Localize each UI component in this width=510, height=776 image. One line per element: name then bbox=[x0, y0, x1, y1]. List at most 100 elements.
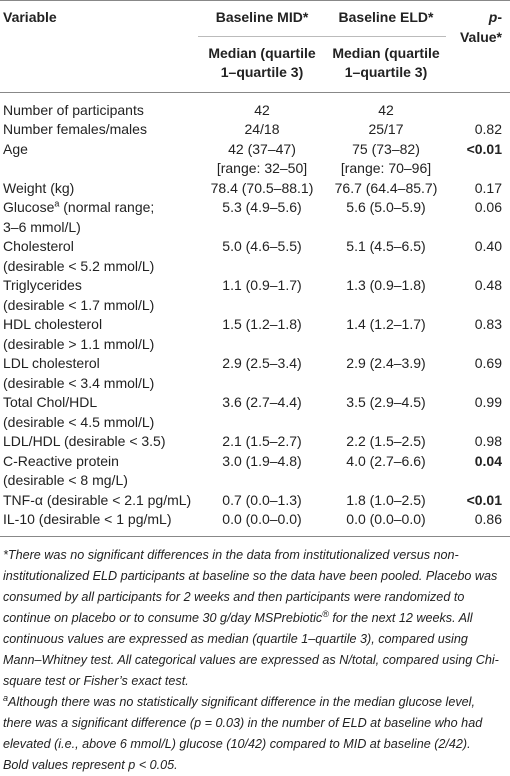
eld-cell: 5.6 (5.0–5.9) bbox=[326, 198, 446, 237]
p-value: 0.06 bbox=[474, 199, 502, 215]
variable-cell: Weight (kg) bbox=[0, 179, 198, 199]
variable-cell: Total Chol/HDL (desirable < 4.5 mmol/L) bbox=[0, 393, 198, 432]
eld-cell: 0.0 (0.0–0.0) bbox=[326, 510, 446, 537]
cell-text: 25/17 bbox=[368, 121, 404, 137]
p-value-cell: 0.82 bbox=[446, 120, 510, 140]
header-cell: Median (quartile 1–quartile 3) bbox=[198, 35, 326, 93]
mid-cell: 3.6 (2.7–4.4) bbox=[198, 393, 326, 432]
cell-text: 2.9 (2.5–3.4) bbox=[222, 355, 302, 371]
note-mark: a bbox=[54, 198, 60, 209]
p-value: 0.82 bbox=[474, 121, 502, 137]
table-body: Number of participants 42 42 Number females… bbox=[0, 92, 510, 537]
cell-text: (desirable < 5.2 mmol/L) bbox=[3, 257, 155, 274]
footnote: Bold values represent p < 0.05. bbox=[3, 757, 178, 772]
eld-cell: 4.0 (2.7–6.6) bbox=[326, 452, 446, 491]
cell-text: LDL cholesterol bbox=[3, 355, 100, 371]
cell-text: 42 bbox=[378, 101, 394, 118]
p-value-cell: 0.69 bbox=[446, 354, 510, 393]
mid-cell: 42 (37–47) [range: 32–50] bbox=[198, 140, 326, 179]
eld-cell: 75 (73–82) [range: 70–96] bbox=[326, 140, 446, 179]
p-value: 0.86 bbox=[474, 511, 502, 527]
cell-text: 78.4 (70.5–88.1) bbox=[210, 179, 314, 196]
variable-cell: Glucosea (normal range; 3–6 mmol/L) bbox=[0, 198, 198, 237]
cell-text: 42 bbox=[254, 101, 270, 118]
cell-text: 2.1 (1.5–2.7) bbox=[222, 433, 302, 449]
cell-text: 0.0 (0.0–0.0) bbox=[222, 511, 302, 527]
footnote-sup: ® bbox=[322, 608, 329, 619]
p-value-cell: 0.48 bbox=[446, 276, 510, 315]
cell-text: (desirable > 1.1 mmol/L) bbox=[3, 335, 155, 352]
cell-text: 75 (73–82) bbox=[352, 140, 420, 157]
cell-text: 5.3 (4.9–5.6) bbox=[222, 199, 302, 215]
table-row: C-Reactive protein (desirable < 8 mg/L) 3.… bbox=[0, 452, 510, 491]
mid-cell: 2.9 (2.5–3.4) bbox=[198, 354, 326, 393]
eld-cell: 2.2 (1.5–2.5) bbox=[326, 432, 446, 452]
cell-text: 1.1 (0.9–1.7) bbox=[222, 277, 302, 293]
cell-text: Total Chol/HDL bbox=[3, 394, 98, 410]
p-value-cell: 0.04 bbox=[446, 452, 510, 491]
cell-text: Age bbox=[3, 140, 28, 157]
p-value-cell: 0.17 bbox=[446, 179, 510, 199]
header-cell: Baseline ELD* bbox=[326, 0, 446, 36]
p-value-cell: 0.98 bbox=[446, 432, 510, 452]
variable-cell: TNF-α (desirable < 2.1 pg/mL) bbox=[0, 491, 198, 511]
p-value: 0.69 bbox=[474, 355, 502, 371]
cell-text: 3–6 mmol/L) bbox=[3, 218, 81, 235]
variable-cell: Cholesterol (desirable < 5.2 mmol/L) bbox=[0, 237, 198, 276]
p-value-cell: 0.86 bbox=[446, 510, 510, 537]
table-row: TNF-α (desirable < 2.1 pg/mL) 0.7 (0.0–1.… bbox=[0, 491, 510, 511]
eld-cell: 2.9 (2.4–3.9) bbox=[326, 354, 446, 393]
cell-text: Weight (kg) bbox=[3, 179, 75, 196]
header-cell bbox=[0, 36, 198, 93]
footnote-text: Although there was no statistically sign… bbox=[3, 694, 483, 751]
cell-text: Triglycerides bbox=[3, 277, 82, 293]
header-text: 1–quartile 3) bbox=[220, 64, 304, 80]
cell-text: 1.5 (1.2–1.8) bbox=[222, 316, 302, 332]
cell-text: 42 (37–47) bbox=[228, 140, 296, 157]
eld-cell: 1.8 (1.0–2.5) bbox=[326, 491, 446, 511]
eld-cell: 25/17 bbox=[326, 120, 446, 140]
p-value-cell: 0.06 bbox=[446, 198, 510, 237]
variable-cell: C-Reactive protein (desirable < 8 mg/L) bbox=[0, 452, 198, 491]
cell-text: (desirable < 4.5 mmol/L) bbox=[3, 413, 155, 430]
mid-cell: 24/18 bbox=[198, 120, 326, 140]
header-cell: Baseline MID* bbox=[198, 0, 326, 36]
cell-text: [range: 70–96] bbox=[340, 160, 432, 176]
variable-cell: HDL cholesterol (desirable > 1.1 mmol/L) bbox=[0, 315, 198, 354]
table-row: IL-10 (desirable < 1 pg/mL) 0.0 (0.0–0.0)… bbox=[0, 510, 510, 537]
header-text: Median (quartile bbox=[332, 44, 440, 61]
footnotes: *There was no significant differences in… bbox=[0, 537, 510, 776]
table-row: LDL cholesterol (desirable < 3.4 mmol/L) 2… bbox=[0, 354, 510, 393]
p-value-cell bbox=[446, 92, 510, 120]
table-row: Triglycerides (desirable < 1.7 mmol/L) 1.1… bbox=[0, 276, 510, 315]
cell-text: (desirable < 8 mg/L) bbox=[3, 472, 128, 488]
cell-text: 5.6 (5.0–5.9) bbox=[346, 199, 426, 215]
table-row: Number of participants 42 42 bbox=[0, 92, 510, 120]
table-row: Glucosea (normal range; 3–6 mmol/L) 5.3 (4… bbox=[0, 198, 510, 237]
mid-cell: 2.1 (1.5–2.7) bbox=[198, 432, 326, 452]
cell-text: Glucose bbox=[3, 199, 55, 215]
p-value: 0.83 bbox=[474, 316, 502, 332]
cell-text: (normal range; bbox=[63, 199, 155, 215]
mid-cell: 0.0 (0.0–0.0) bbox=[198, 510, 326, 537]
mid-cell: 78.4 (70.5–88.1) bbox=[198, 179, 326, 199]
cell-text: 1.3 (0.9–1.8) bbox=[346, 277, 426, 293]
cell-text: 1.4 (1.2–1.7) bbox=[346, 316, 426, 332]
cell-text: TNF-α (desirable < 2.1 pg/mL) bbox=[3, 491, 192, 508]
variable-cell: LDL/HDL (desirable < 3.5) bbox=[0, 432, 198, 452]
variable-cell: Triglycerides (desirable < 1.7 mmol/L) bbox=[0, 276, 198, 315]
mid-cell: 1.5 (1.2–1.8) bbox=[198, 315, 326, 354]
cell-text: Number of participants bbox=[3, 101, 144, 118]
table-row: Total Chol/HDL (desirable < 4.5 mmol/L) 3.… bbox=[0, 393, 510, 432]
cell-text: 1.8 (1.0–2.5) bbox=[346, 491, 426, 508]
cell-text: Number females/males bbox=[3, 121, 147, 137]
variable-cell: IL-10 (desirable < 1 pg/mL) bbox=[0, 510, 198, 537]
footnote: aAlthough there was no statistically sig… bbox=[3, 692, 506, 755]
p-value-cell: <0.01 bbox=[446, 491, 510, 511]
p-value: 0.17 bbox=[474, 179, 502, 196]
p-value-cell: 0.40 bbox=[446, 237, 510, 276]
cell-text: 76.7 (64.4–85.7) bbox=[334, 179, 438, 196]
p-value: 0.04 bbox=[474, 452, 502, 469]
cell-text: 3.6 (2.7–4.4) bbox=[222, 394, 302, 410]
